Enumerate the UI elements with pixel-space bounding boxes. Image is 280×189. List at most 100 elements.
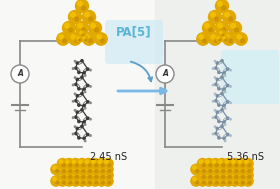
Circle shape — [92, 172, 95, 175]
Circle shape — [108, 175, 111, 178]
Circle shape — [229, 39, 232, 43]
Circle shape — [235, 164, 238, 167]
Circle shape — [88, 175, 91, 178]
Circle shape — [224, 75, 226, 76]
Circle shape — [92, 160, 95, 164]
Circle shape — [223, 72, 225, 74]
Circle shape — [209, 33, 221, 45]
Circle shape — [74, 110, 76, 111]
Circle shape — [84, 91, 86, 93]
Circle shape — [95, 164, 98, 167]
Circle shape — [95, 28, 99, 32]
Circle shape — [222, 6, 226, 10]
Circle shape — [101, 175, 104, 178]
Circle shape — [241, 175, 244, 178]
Circle shape — [66, 177, 69, 181]
Circle shape — [212, 117, 214, 118]
Circle shape — [202, 169, 205, 172]
Circle shape — [75, 39, 78, 43]
Circle shape — [218, 71, 220, 74]
Circle shape — [108, 181, 111, 184]
Circle shape — [219, 160, 222, 164]
Circle shape — [197, 176, 207, 186]
Circle shape — [218, 120, 220, 123]
Circle shape — [11, 65, 29, 83]
Circle shape — [230, 135, 231, 136]
Circle shape — [96, 159, 107, 169]
Circle shape — [217, 170, 227, 180]
Circle shape — [227, 117, 229, 119]
Circle shape — [90, 86, 91, 87]
Circle shape — [76, 36, 82, 42]
Circle shape — [82, 36, 88, 42]
Circle shape — [64, 159, 74, 169]
Bar — [0, 0, 155, 189]
Circle shape — [219, 166, 222, 169]
Circle shape — [236, 159, 247, 169]
Circle shape — [77, 159, 87, 169]
Circle shape — [81, 76, 83, 78]
Circle shape — [210, 170, 221, 180]
Circle shape — [227, 84, 229, 87]
Circle shape — [220, 32, 222, 34]
Circle shape — [59, 35, 63, 39]
Circle shape — [87, 101, 89, 103]
Circle shape — [74, 60, 76, 62]
Circle shape — [232, 166, 235, 169]
Circle shape — [209, 175, 212, 178]
Circle shape — [84, 124, 86, 125]
Circle shape — [85, 35, 89, 39]
Circle shape — [75, 17, 79, 21]
Circle shape — [78, 104, 80, 106]
Circle shape — [218, 88, 220, 90]
Circle shape — [89, 17, 93, 21]
Circle shape — [199, 177, 203, 181]
Circle shape — [78, 30, 85, 37]
Circle shape — [216, 78, 218, 81]
Circle shape — [71, 35, 75, 39]
FancyBboxPatch shape — [105, 20, 163, 64]
Circle shape — [98, 172, 102, 175]
Circle shape — [98, 160, 102, 164]
Circle shape — [199, 166, 203, 169]
Circle shape — [248, 175, 251, 178]
Circle shape — [77, 164, 87, 174]
Circle shape — [214, 110, 216, 111]
Circle shape — [62, 181, 65, 184]
Circle shape — [59, 177, 63, 181]
Circle shape — [84, 140, 86, 142]
Circle shape — [222, 36, 228, 42]
Circle shape — [59, 160, 63, 164]
Circle shape — [82, 169, 85, 172]
Circle shape — [219, 177, 222, 181]
Circle shape — [214, 126, 216, 127]
Circle shape — [51, 176, 61, 186]
Circle shape — [223, 176, 234, 186]
Circle shape — [83, 11, 95, 23]
Circle shape — [156, 65, 174, 83]
Circle shape — [230, 159, 240, 169]
Circle shape — [227, 68, 229, 70]
Circle shape — [238, 177, 242, 181]
Circle shape — [225, 166, 229, 169]
Circle shape — [90, 102, 91, 104]
Circle shape — [223, 33, 235, 45]
Circle shape — [82, 175, 85, 178]
Circle shape — [199, 172, 203, 175]
Text: A: A — [17, 70, 23, 78]
Circle shape — [223, 88, 225, 90]
Circle shape — [103, 176, 113, 186]
Circle shape — [69, 11, 81, 23]
Circle shape — [232, 160, 235, 164]
Circle shape — [66, 160, 69, 164]
Circle shape — [78, 23, 82, 28]
Circle shape — [225, 177, 229, 181]
Circle shape — [72, 172, 76, 175]
Circle shape — [90, 69, 91, 71]
Circle shape — [83, 72, 85, 74]
Circle shape — [83, 37, 85, 39]
Circle shape — [70, 176, 81, 186]
Text: 2.45 nS: 2.45 nS — [90, 152, 127, 162]
Circle shape — [96, 170, 107, 180]
Circle shape — [215, 169, 218, 172]
